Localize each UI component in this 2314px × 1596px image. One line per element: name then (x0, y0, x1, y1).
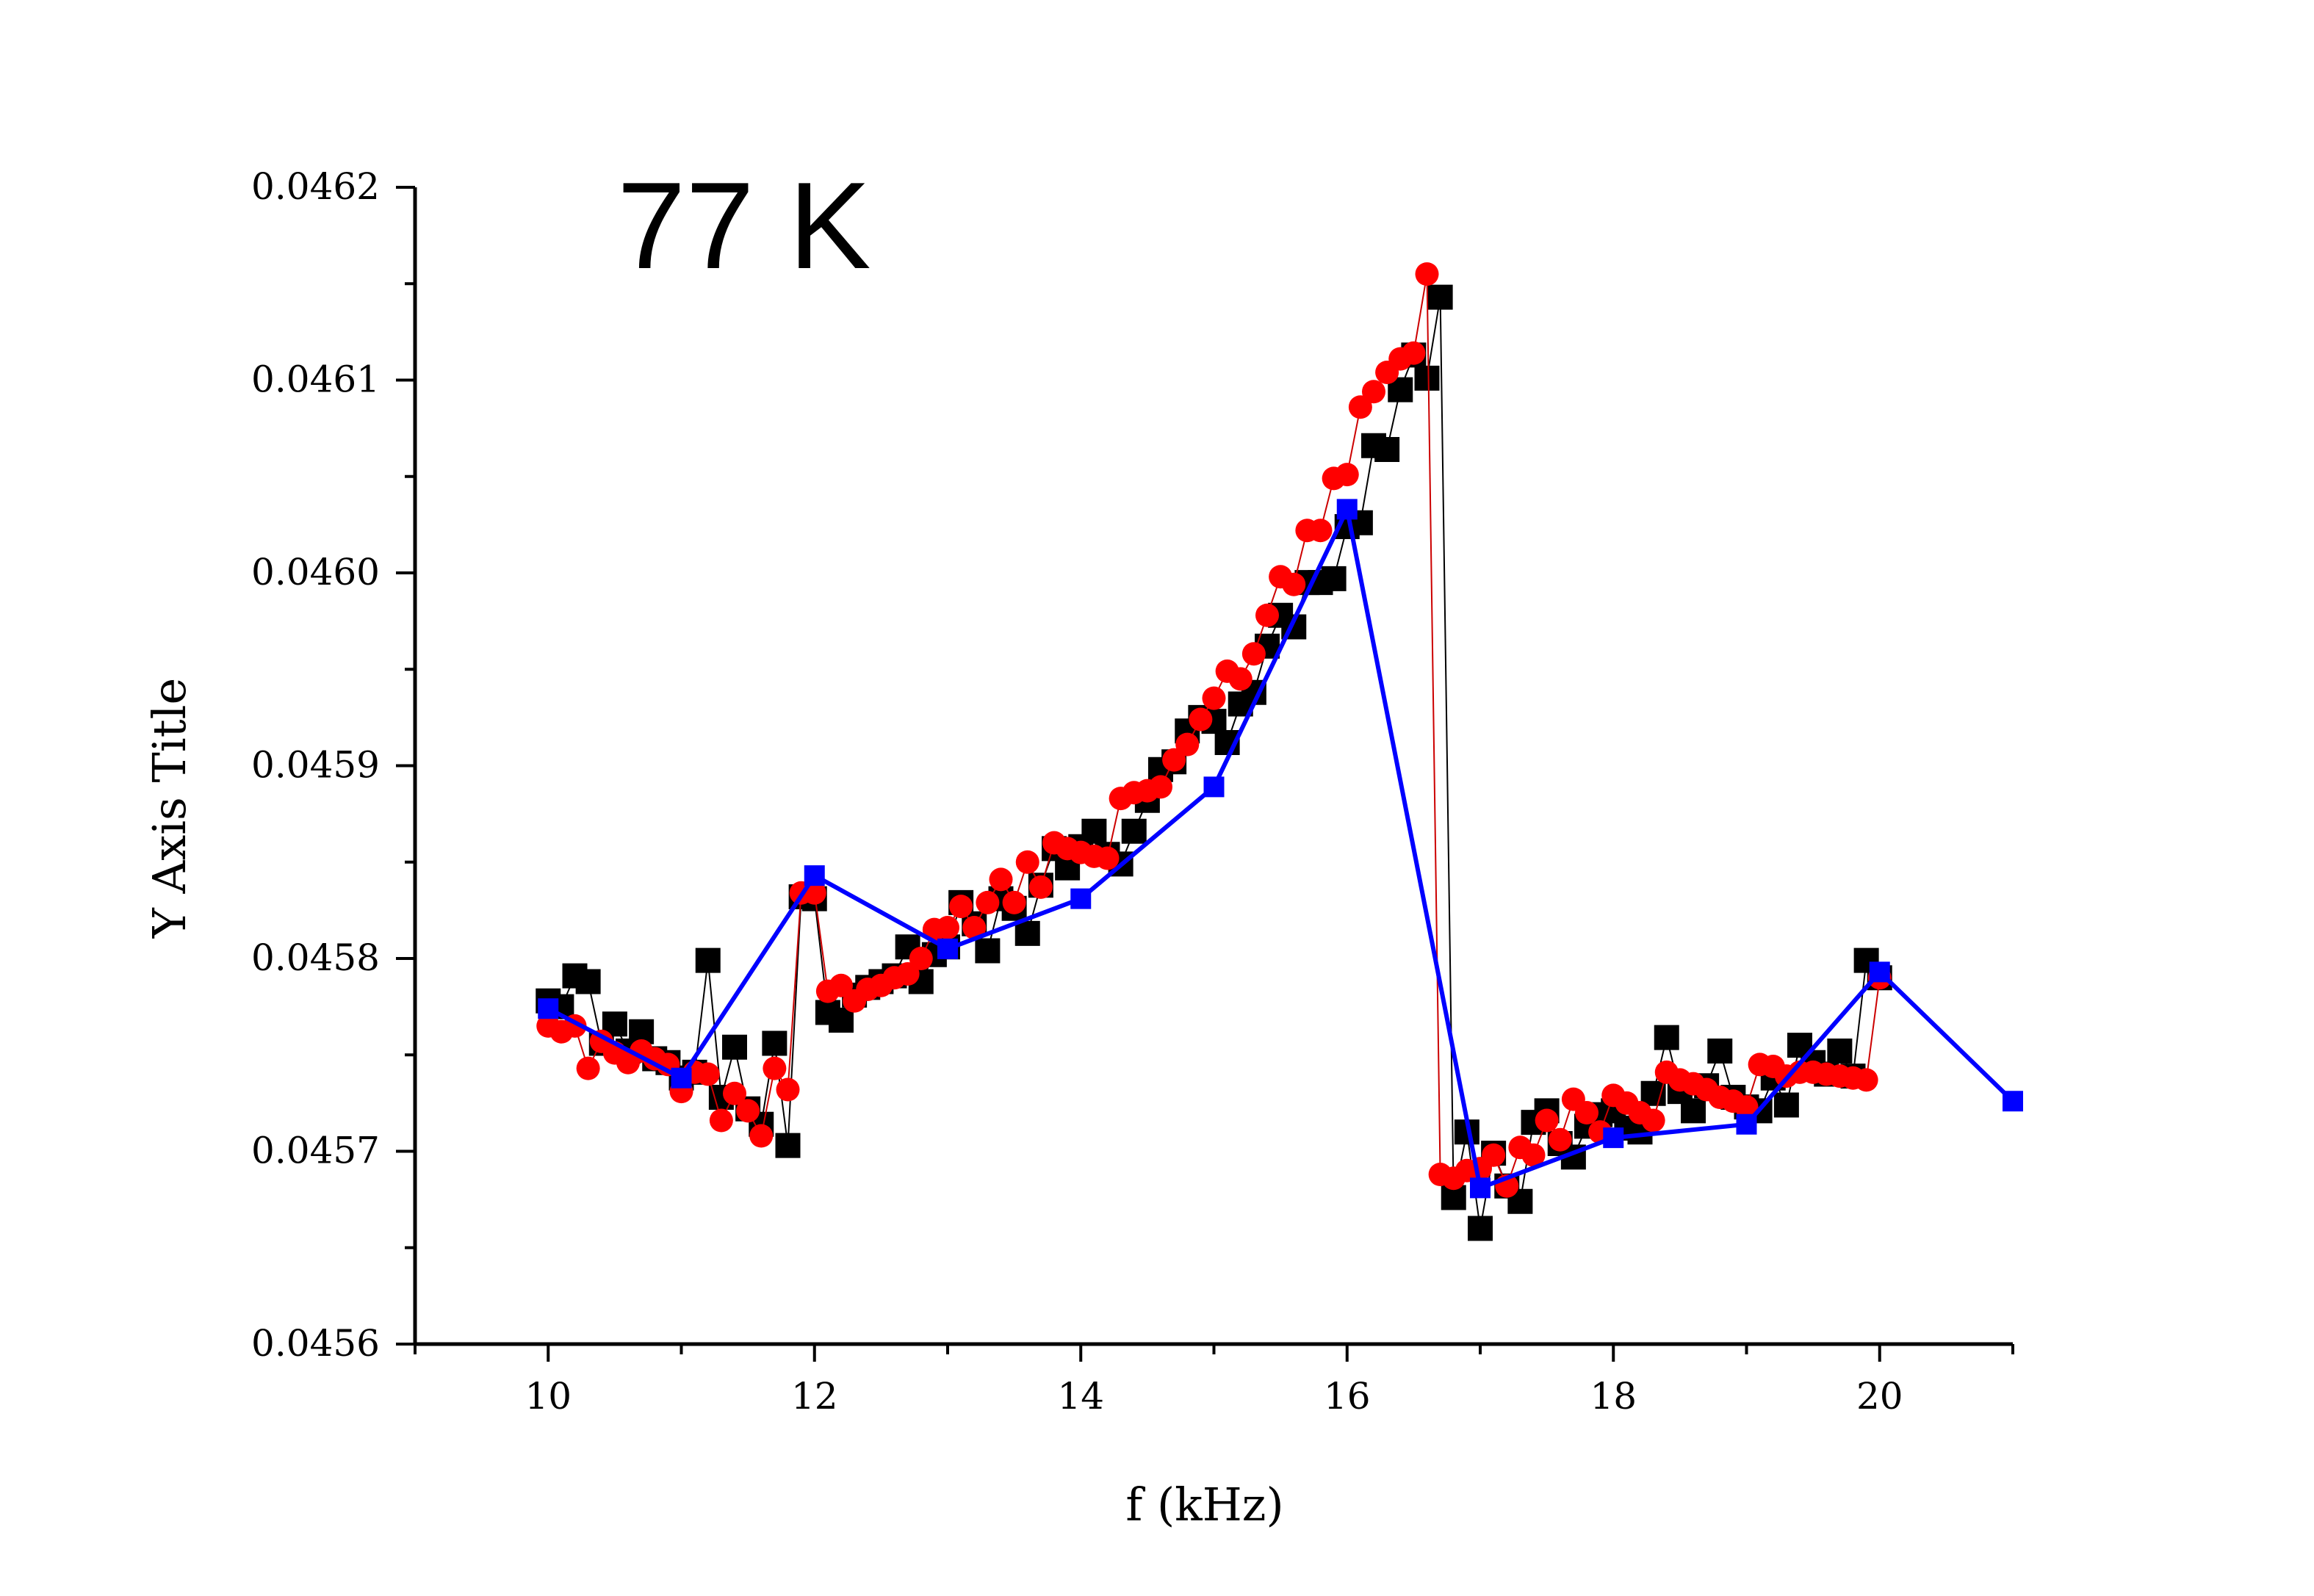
data-point (1070, 888, 1092, 909)
data-point (1470, 1177, 1491, 1199)
data-point (1095, 846, 1120, 870)
data-point (1414, 365, 1440, 391)
data-point (1014, 920, 1040, 946)
data-point (1521, 1143, 1546, 1167)
y-tick-label: 0.0459 (251, 744, 380, 787)
data-point (1189, 707, 1213, 732)
data-point (1162, 748, 1186, 772)
data-point (709, 1108, 733, 1133)
data-point (671, 1067, 692, 1088)
series-3-line (547, 507, 2015, 1191)
x-tick-label: 16 (1324, 1375, 1371, 1418)
y-tick-label: 0.0456 (251, 1322, 380, 1365)
data-point (1482, 1143, 1506, 1167)
data-point (962, 916, 987, 939)
data-point (1415, 262, 1439, 286)
x-axis-title: f (kHz) (1125, 1478, 1283, 1531)
data-point (1002, 890, 1026, 914)
data-point (1535, 1108, 1559, 1133)
data-point (1773, 1092, 1799, 1118)
data-point (763, 1056, 787, 1080)
data-point (696, 1062, 720, 1086)
data-point (1707, 1039, 1733, 1064)
data-point (576, 1056, 600, 1080)
data-point (695, 947, 721, 973)
data-point (804, 865, 825, 887)
data-point (975, 938, 1001, 964)
data-point (1255, 603, 1279, 627)
data-point (1402, 341, 1426, 365)
data-point (1827, 1039, 1853, 1064)
data-point (1081, 818, 1107, 844)
x-tick-label: 20 (1856, 1375, 1903, 1418)
y-tick-label: 0.0458 (251, 936, 380, 979)
data-point (1149, 775, 1172, 799)
data-point (1468, 1216, 1493, 1241)
data-point (538, 998, 559, 1019)
temperature-annotation: 77 K (617, 156, 871, 295)
data-point (1336, 499, 1358, 520)
data-point (1854, 1068, 1878, 1092)
data-point (723, 1081, 746, 1105)
data-point (936, 916, 959, 939)
data-point (1374, 437, 1400, 462)
axes (413, 187, 2013, 1346)
data-point (1603, 1127, 1624, 1149)
data-point (1335, 463, 1359, 487)
x-tick-label: 10 (525, 1375, 572, 1418)
data-point (895, 962, 920, 986)
x-axis-ticks: 10 12 14 16 18 20 (414, 1344, 2014, 1418)
data-point (762, 1030, 787, 1056)
data-point (1228, 667, 1252, 691)
series-layer (536, 262, 2023, 1241)
y-axis-ticks: 0.0456 0.0457 0.0458 0.0459 0.0460 0.0461 0.04… (251, 165, 415, 1365)
x-tick-label: 14 (1057, 1375, 1104, 1418)
data-point (829, 973, 853, 997)
x-tick-label: 18 (1590, 1375, 1637, 1418)
data-point (736, 1099, 760, 1123)
data-point (989, 867, 1013, 892)
data-point (722, 1034, 747, 1060)
data-point (1203, 776, 1225, 798)
data-point (949, 895, 973, 919)
data-point (1348, 395, 1372, 419)
data-point (775, 1133, 801, 1158)
data-point (749, 1124, 774, 1148)
data-point (776, 1077, 800, 1102)
data-point (1575, 1101, 1598, 1124)
data-point (1736, 1113, 1757, 1135)
data-point (2003, 1091, 2023, 1112)
x-tick-label: 12 (791, 1375, 838, 1418)
series-3 (538, 499, 2023, 1199)
data-point (976, 890, 1000, 914)
data-point (575, 969, 601, 994)
data-point (1654, 1025, 1679, 1050)
data-point (1282, 572, 1306, 596)
data-point (1175, 732, 1200, 757)
data-point (1640, 1080, 1666, 1106)
data-point (1362, 380, 1385, 404)
data-point (1202, 686, 1226, 710)
y-tick-label: 0.0461 (251, 358, 380, 401)
y-tick-label: 0.0460 (251, 551, 380, 593)
data-point (909, 947, 933, 970)
y-tick-label: 0.0462 (251, 165, 380, 208)
data-point (1681, 1098, 1706, 1124)
y-tick-label: 0.0457 (251, 1130, 380, 1172)
data-point (1121, 818, 1147, 844)
data-point (1241, 642, 1266, 666)
data-point (1308, 519, 1333, 543)
data-point (1015, 850, 1039, 874)
data-point (1427, 284, 1453, 310)
y-axis-title: Y Axis Title (143, 678, 196, 939)
data-point (829, 1008, 854, 1033)
data-point (1028, 875, 1053, 899)
data-point (1548, 1127, 1572, 1152)
data-point (1641, 1108, 1665, 1133)
data-point (1321, 566, 1347, 591)
data-point (937, 938, 958, 959)
data-point (1734, 1095, 1759, 1119)
data-point (1869, 961, 1890, 983)
